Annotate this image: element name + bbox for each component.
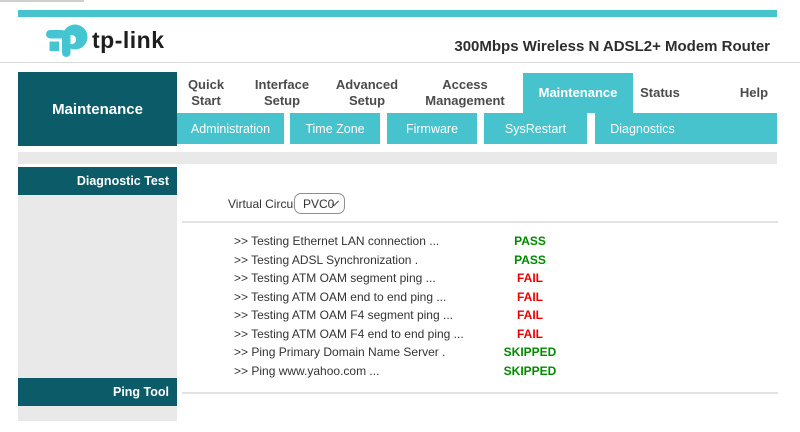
test-row: >> Testing ATM OAM segment ping ... FAIL [184,271,778,288]
product-title: 300Mbps Wireless N ADSL2+ Modem Router [454,38,770,55]
test-row: >> Ping www.yahoo.com ... SKIPPED [184,364,778,381]
test-status: PASS [514,253,546,267]
subnav-item-sysrestart[interactable]: SysRestart [504,121,567,136]
subnav-item-time-zone[interactable]: Time Zone [305,121,365,136]
test-name: >> Testing ATM OAM segment ping ... [234,271,436,285]
test-row: >> Ping Primary Domain Name Server . SKI… [184,345,778,362]
subnav-item-administration[interactable]: Administration [190,121,271,136]
sidebar-section-title: Maintenance [18,72,177,146]
test-name: >> Testing ATM OAM F4 segment ping ... [234,308,453,322]
subnav-item-firmware[interactable]: Firmware [405,121,459,136]
test-status: FAIL [517,308,543,322]
logo-wordmark: tp-link [92,26,165,53]
tab-advanced-setup[interactable]: Advanced Setup [335,77,399,108]
test-row: >> Testing ATM OAM F4 end to end ping ..… [184,327,778,344]
tab-status[interactable]: Status [640,85,680,100]
tab-quick-start[interactable]: Quick Start [187,77,225,108]
tab-access-management[interactable]: Access Management [425,77,505,108]
subnav-item-diagnostics[interactable]: Diagnostics [610,121,675,136]
test-name: >> Ping www.yahoo.com ... [234,364,380,378]
sidebar-section-ping-tool: Ping Tool [18,378,177,406]
test-row: >> Testing ATM OAM end to end ping ... F… [184,290,778,307]
virtual-circuit-select[interactable]: PVC0 [294,193,345,214]
virtual-circuit-label: Virtual Circuit: [228,197,303,211]
sidebar-background [18,195,177,378]
tab-interface-setup[interactable]: Interface Setup [254,77,310,108]
test-status: SKIPPED [503,364,557,378]
test-row: >> Testing ADSL Synchronization . PASS [184,253,778,270]
tab-help[interactable]: Help [739,85,769,100]
maintenance-subnav: Administration Time Zone Firmware SysRes… [177,113,777,144]
tab-maintenance[interactable]: Maintenance [523,73,633,113]
content-divider-bottom [182,392,778,394]
test-name: >> Testing ATM OAM end to end ping ... [234,290,447,304]
content-divider-top [182,221,778,223]
test-name: >> Testing Ethernet LAN connection ... [234,234,440,248]
subnav-separator [380,113,387,144]
test-name: >> Testing ADSL Synchronization . [234,253,419,267]
header-divider [0,62,800,63]
test-status: FAIL [517,327,543,341]
subnav-separator [284,113,290,144]
test-name: >> Testing ATM OAM F4 end to end ping ..… [234,327,464,341]
test-row: >> Testing ATM OAM F4 segment ping ... F… [184,308,778,325]
accent-strip [18,10,777,17]
virtual-circuit-value: PVC0 [303,196,335,211]
sidebar-section-diagnostic-test: Diagnostic Test [18,167,177,195]
test-status: PASS [514,234,546,248]
tp-link-logo: tp-link [46,21,196,57]
test-status: FAIL [517,271,543,285]
test-status: FAIL [517,290,543,304]
tp-link-logo-icon [46,22,89,57]
test-row: >> Testing Ethernet LAN connection ... P… [184,234,778,251]
test-name: >> Ping Primary Domain Name Server . [234,345,446,359]
sidebar-background [18,406,177,421]
window-edge-line [0,0,84,2]
section-spacer-strip [18,152,777,164]
subnav-separator [477,113,484,144]
test-status: SKIPPED [503,345,557,359]
subnav-separator [587,113,595,144]
